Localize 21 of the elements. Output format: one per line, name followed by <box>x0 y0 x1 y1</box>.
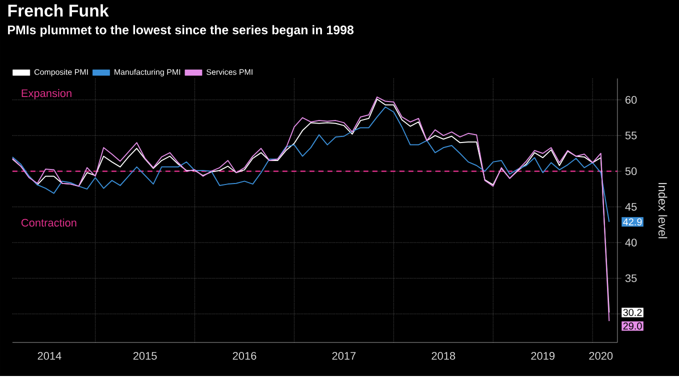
y-tick-label: 35 <box>625 274 637 282</box>
annotation: 30.2 <box>623 308 642 316</box>
x-tick-label: 2019 <box>531 352 555 360</box>
y-tick-label: 40 <box>625 238 637 246</box>
chart-title: French Funk <box>8 4 109 16</box>
annotation: 29.0 <box>623 322 642 330</box>
annotation: 42.9 <box>623 218 642 226</box>
x-tick-label: 2020 <box>589 352 613 360</box>
x-tick-label: 2016 <box>232 352 256 360</box>
x-tick-label: 2018 <box>432 352 456 360</box>
x-tick-label: 2015 <box>133 352 157 360</box>
x-tick-label: 2014 <box>38 352 62 360</box>
annotation: Contraction <box>21 218 76 226</box>
y-axis-title: Index level <box>658 182 668 238</box>
y-tick-label: 45 <box>625 202 637 211</box>
x-tick-label: 2017 <box>332 352 356 360</box>
y-tick-label: 55 <box>625 132 637 140</box>
y-tick-label: 60 <box>626 96 637 104</box>
chart-subtitle: PMIs plummet to the lowest since the series began in 1998 <box>8 25 354 37</box>
annotation: Expansion <box>22 88 72 100</box>
y-tick-label: 50 <box>625 167 637 175</box>
